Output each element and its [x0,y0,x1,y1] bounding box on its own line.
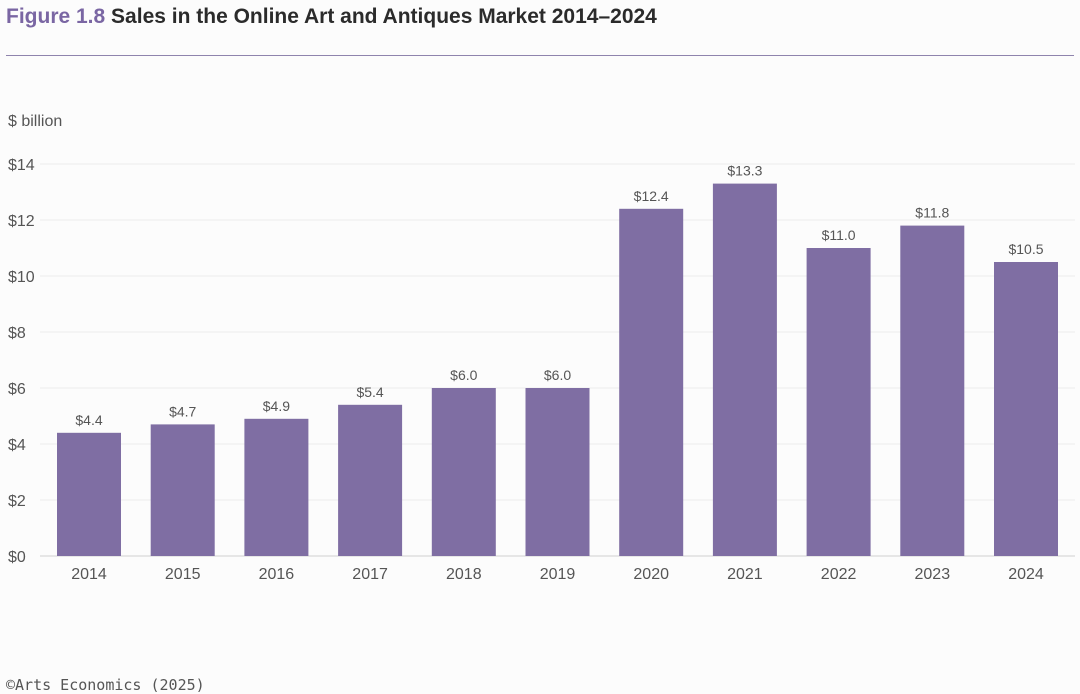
x-tick-label: 2017 [352,566,388,583]
bar [900,225,965,556]
figure-label: Figure 1.8 [6,5,106,28]
bar [57,432,121,556]
bar [806,248,871,556]
source-credit: ©Arts Economics (2025) [6,676,205,694]
y-tick-label: $8 [8,325,26,342]
y-tick-label: $6 [8,381,26,398]
y-tick-label: $12 [8,213,35,230]
bar-value-label: $11.8 [915,205,949,221]
bar-value-label: $6.0 [544,367,571,383]
y-tick-label: $14 [8,157,35,174]
figure-header: Figure 1.8 Sales in the Online Art and A… [6,2,657,32]
x-tick-label: 2014 [71,566,107,583]
bar-value-label: $11.0 [822,227,856,243]
bar [619,208,684,557]
bar-value-label: $4.7 [169,403,196,419]
bar [431,388,496,556]
bar [338,404,403,556]
bar-value-label: $4.4 [75,412,102,428]
bar [244,418,309,556]
header-divider [6,55,1074,56]
bar [712,183,777,556]
bar-value-label: $13.3 [727,163,762,179]
y-tick-label: $10 [8,269,35,286]
x-tick-label: 2016 [259,566,295,583]
x-tick-label: 2015 [165,566,201,583]
bar-value-label: $4.9 [263,398,290,414]
chart-title: Sales in the Online Art and Antiques Mar… [111,5,657,28]
bar [150,424,215,556]
x-tick-label: 2023 [915,566,951,583]
x-tick-label: 2018 [446,566,482,583]
y-axis-unit-label: $ billion [8,113,63,130]
x-tick-label: 2020 [633,566,669,583]
y-tick-label: $2 [8,493,26,510]
bar-value-label: $10.5 [1008,241,1043,257]
bar-value-label: $6.0 [450,367,477,383]
x-tick-label: 2021 [727,566,763,583]
bar-value-label: $5.4 [356,384,383,400]
bar-value-label: $12.4 [634,188,669,204]
x-tick-label: 2022 [821,566,857,583]
y-tick-label: $4 [8,437,26,454]
y-tick-label: $0 [8,549,26,566]
bar [525,388,590,556]
x-tick-label: 2019 [540,566,576,583]
x-tick-label: 2024 [1008,566,1044,583]
bar [994,262,1058,556]
